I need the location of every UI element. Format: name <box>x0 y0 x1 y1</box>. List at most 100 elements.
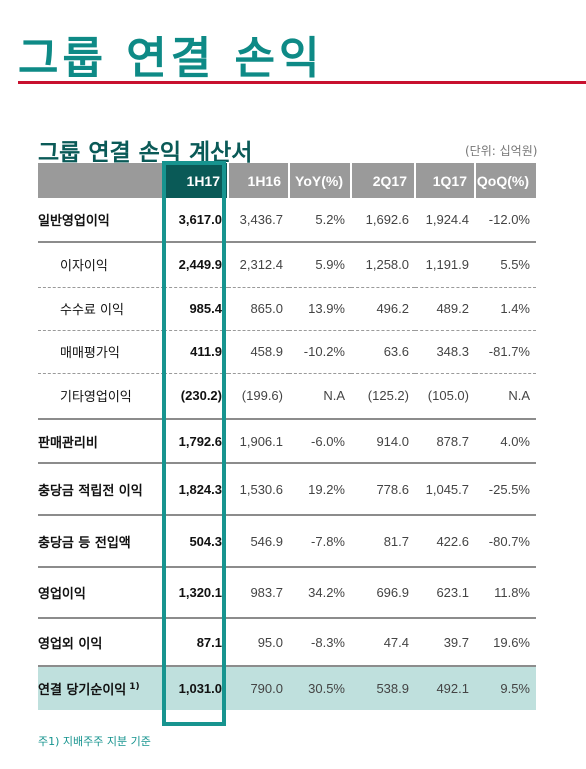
row-label: 수수료 이익 <box>38 287 164 331</box>
title-divider <box>18 81 586 84</box>
cell-1h16: 790.0 <box>228 666 289 710</box>
cell-1q17: 1,191.9 <box>415 242 475 288</box>
table-row: 기타영업이익 (230.2) (199.6) N.A (125.2) (105.… <box>38 373 536 420</box>
cell-1h17: 504.3 <box>164 515 228 568</box>
row-label: 충당금 등 전입액 <box>38 515 164 568</box>
cell-qoq: 19.6% <box>475 618 536 667</box>
cell-2q17: 778.6 <box>351 463 415 516</box>
cell-yoy: 30.5% <box>289 666 351 710</box>
cell-1h17: 3,617.0 <box>164 198 228 243</box>
row-label-text: 연결 당기순이익 <box>38 683 127 698</box>
table-row: 충당금 적립전 이익 1,824.3 1,530.6 19.2% 778.6 1… <box>38 463 536 516</box>
page-title: 그룹 연결 손익 <box>18 33 324 84</box>
table-row-total: 연결 당기순이익 1) 1,031.0 790.0 30.5% 538.9 492… <box>38 666 536 710</box>
table-row: 매매평가익 411.9 458.9 -10.2% 63.6 348.3 -81.… <box>38 330 536 374</box>
cell-2q17: 496.2 <box>351 287 415 331</box>
cell-1q17: 1,924.4 <box>415 198 475 243</box>
cell-yoy: -6.0% <box>289 419 351 464</box>
cell-2q17: 1,258.0 <box>351 242 415 288</box>
column-header-1h17: 1H17 <box>163 163 228 198</box>
column-header-yoy: YoY(%) <box>288 163 351 198</box>
cell-yoy: 19.2% <box>289 463 351 516</box>
header-label-cell <box>38 163 164 198</box>
cell-1h16: 2,312.4 <box>228 242 289 288</box>
row-label: 영업외 이익 <box>38 618 164 667</box>
cell-1h17: (230.2) <box>164 373 228 420</box>
cell-1q17: 623.1 <box>415 567 475 619</box>
cell-1h17: 411.9 <box>164 330 228 374</box>
table-row: 충당금 등 전입액 504.3 546.9 -7.8% 81.7 422.6 -… <box>38 515 536 568</box>
row-label: 기타영업이익 <box>38 373 164 420</box>
cell-qoq: 11.8% <box>475 567 536 619</box>
cell-qoq: -80.7% <box>475 515 536 568</box>
row-label: 일반영업이익 <box>38 198 164 243</box>
cell-1h16: 983.7 <box>228 567 289 619</box>
cell-1h16: 546.9 <box>228 515 289 568</box>
cell-2q17: 1,692.6 <box>351 198 415 243</box>
cell-1h16: 865.0 <box>228 287 289 331</box>
cell-1q17: (105.0) <box>415 373 475 420</box>
cell-qoq: N.A <box>475 373 536 420</box>
column-header-2q17: 2Q17 <box>350 163 415 198</box>
cell-1q17: 492.1 <box>415 666 475 710</box>
cell-1h16: 1,906.1 <box>228 419 289 464</box>
cell-2q17: 538.9 <box>351 666 415 710</box>
table-row: 영업외 이익 87.1 95.0 -8.3% 47.4 39.7 19.6% <box>38 618 536 667</box>
cell-2q17: 914.0 <box>351 419 415 464</box>
cell-yoy: 13.9% <box>289 287 351 331</box>
cell-1q17: 878.7 <box>415 419 475 464</box>
cell-1q17: 1,045.7 <box>415 463 475 516</box>
table-row: 이자이익 2,449.9 2,312.4 5.9% 1,258.0 1,191.… <box>38 242 536 288</box>
column-header-qoq: QoQ(%) <box>474 163 536 198</box>
table-title: 그룹 연결 손익 계산서 <box>38 140 253 166</box>
cell-1h17: 985.4 <box>164 287 228 331</box>
cell-1h16: 1,530.6 <box>228 463 289 516</box>
cell-qoq: -81.7% <box>475 330 536 374</box>
cell-yoy: -8.3% <box>289 618 351 667</box>
cell-qoq: 5.5% <box>475 242 536 288</box>
table-row: 영업이익 1,320.1 983.7 34.2% 696.9 623.1 11.… <box>38 567 536 619</box>
cell-1q17: 489.2 <box>415 287 475 331</box>
cell-2q17: 81.7 <box>351 515 415 568</box>
income-statement-table: 1H17 1H16 YoY(%) 2Q17 1Q17 QoQ(%) 일반영업이익… <box>38 163 536 710</box>
cell-yoy: 34.2% <box>289 567 351 619</box>
cell-1h17: 1,792.6 <box>164 419 228 464</box>
cell-yoy: 5.2% <box>289 198 351 243</box>
row-label: 매매평가익 <box>38 330 164 374</box>
unit-label: (단위: 십억원) <box>465 144 538 158</box>
cell-qoq: -12.0% <box>475 198 536 243</box>
cell-yoy: -10.2% <box>289 330 351 374</box>
column-header-1h16: 1H16 <box>227 163 289 198</box>
cell-2q17: 47.4 <box>351 618 415 667</box>
row-label: 연결 당기순이익 1) <box>38 666 164 710</box>
cell-2q17: 63.6 <box>351 330 415 374</box>
column-header-1q17: 1Q17 <box>414 163 475 198</box>
cell-1h17: 1,824.3 <box>164 463 228 516</box>
table-row: 수수료 이익 985.4 865.0 13.9% 496.2 489.2 1.4… <box>38 287 536 331</box>
cell-yoy: N.A <box>289 373 351 420</box>
cell-1h17: 2,449.9 <box>164 242 228 288</box>
row-label: 영업이익 <box>38 567 164 619</box>
table-row: 판매관리비 1,792.6 1,906.1 -6.0% 914.0 878.7 … <box>38 419 536 464</box>
cell-qoq: 1.4% <box>475 287 536 331</box>
footnote: 주1) 지배주주 지분 기준 <box>38 735 151 748</box>
cell-1h16: 3,436.7 <box>228 198 289 243</box>
cell-qoq: 9.5% <box>475 666 536 710</box>
cell-qoq: 4.0% <box>475 419 536 464</box>
cell-yoy: -7.8% <box>289 515 351 568</box>
footnote-marker: 1) <box>129 681 140 692</box>
cell-1q17: 348.3 <box>415 330 475 374</box>
cell-2q17: 696.9 <box>351 567 415 619</box>
row-label: 충당금 적립전 이익 <box>38 463 164 516</box>
cell-1h17: 87.1 <box>164 618 228 667</box>
table-header-row: 1H17 1H16 YoY(%) 2Q17 1Q17 QoQ(%) <box>38 163 536 198</box>
cell-1h16: 95.0 <box>228 618 289 667</box>
cell-1h16: 458.9 <box>228 330 289 374</box>
cell-qoq: -25.5% <box>475 463 536 516</box>
cell-yoy: 5.9% <box>289 242 351 288</box>
cell-1q17: 422.6 <box>415 515 475 568</box>
cell-1h17: 1,320.1 <box>164 567 228 619</box>
cell-1h16: (199.6) <box>228 373 289 420</box>
cell-1h17: 1,031.0 <box>164 666 228 710</box>
cell-2q17: (125.2) <box>351 373 415 420</box>
